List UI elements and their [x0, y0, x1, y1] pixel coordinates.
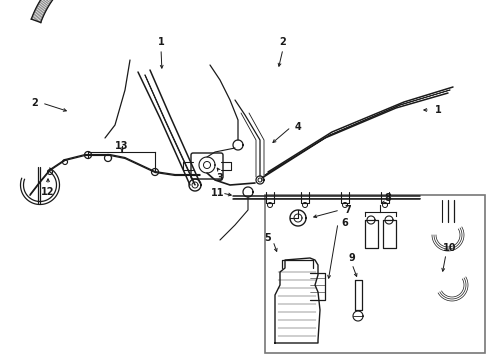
Text: 2: 2: [32, 98, 38, 108]
Text: 4: 4: [294, 122, 301, 132]
Text: 7: 7: [344, 205, 351, 215]
Text: 3: 3: [216, 173, 223, 183]
Bar: [264, 195, 484, 353]
Text: 1: 1: [434, 105, 441, 115]
Text: 5: 5: [264, 233, 271, 243]
Text: 13: 13: [115, 141, 128, 151]
Text: 8: 8: [384, 193, 390, 203]
Text: 2: 2: [279, 37, 286, 47]
Text: 11: 11: [211, 188, 224, 198]
Text: 12: 12: [41, 187, 55, 197]
Text: 10: 10: [442, 243, 456, 253]
Text: 1: 1: [157, 37, 164, 47]
Text: 9: 9: [348, 253, 355, 263]
Text: 6: 6: [341, 218, 347, 228]
